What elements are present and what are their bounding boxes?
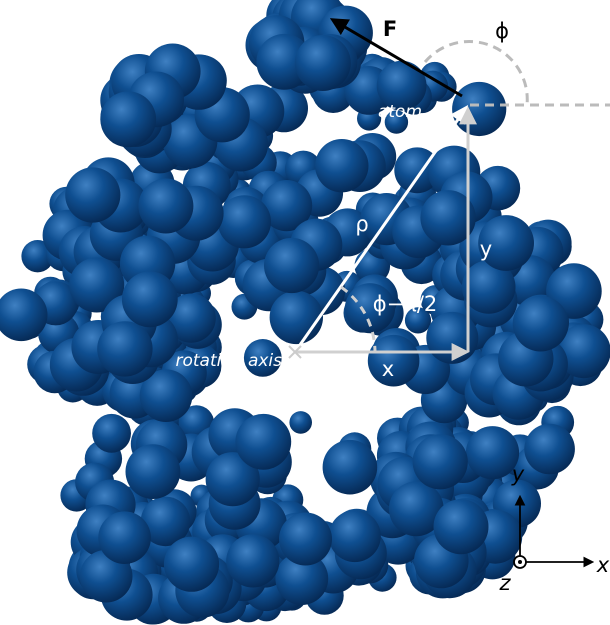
atom-sphere bbox=[367, 334, 420, 387]
rotation-axis-label: rotation axis bbox=[176, 351, 283, 371]
atom-sphere bbox=[556, 324, 610, 379]
atom-sphere bbox=[384, 110, 409, 134]
triad-z-label: z bbox=[498, 571, 511, 595]
atom-sphere bbox=[97, 321, 153, 377]
atom-sphere bbox=[275, 552, 329, 605]
rho-arrow bbox=[293, 105, 469, 353]
atom-sphere bbox=[166, 293, 216, 343]
atom-sphere bbox=[269, 290, 323, 345]
triad-x-label: x bbox=[596, 553, 610, 577]
atom-sphere bbox=[294, 35, 351, 91]
atom-sphere bbox=[217, 195, 271, 249]
atom-sphere bbox=[69, 257, 125, 313]
atom-sphere bbox=[512, 295, 569, 352]
angle-label: ϕ−π/2 bbox=[373, 292, 438, 316]
phi-arc bbox=[423, 39, 529, 106]
atom-sphere bbox=[226, 534, 280, 588]
atom-sphere bbox=[420, 190, 476, 246]
atom-sphere bbox=[461, 260, 516, 314]
atom-sphere bbox=[328, 510, 381, 563]
axis-triad: y x z bbox=[498, 462, 609, 595]
atom-sphere bbox=[322, 439, 378, 495]
atom-sphere bbox=[243, 339, 282, 377]
atom-sphere bbox=[388, 481, 444, 537]
atom-sphere bbox=[279, 512, 332, 566]
annotations: F ϕ atom ρ y ϕ−π/2 rotation axis x bbox=[176, 17, 610, 381]
atom-sphere bbox=[344, 283, 396, 334]
atom-sphere bbox=[205, 452, 260, 507]
triad-y-label: y bbox=[511, 462, 525, 486]
atom-sphere bbox=[139, 369, 193, 423]
force-label: F bbox=[383, 17, 397, 41]
atom-sphere bbox=[125, 444, 181, 499]
axis-mark bbox=[288, 345, 302, 359]
atom-label: atom bbox=[378, 102, 422, 122]
atom-sphere bbox=[524, 423, 575, 475]
atom-sphere bbox=[412, 434, 468, 490]
atom-sphere bbox=[433, 499, 489, 555]
rho-label: ρ bbox=[355, 212, 368, 236]
atom-sphere bbox=[404, 307, 432, 334]
atom-sphere bbox=[315, 139, 369, 193]
x-component-label: x bbox=[382, 357, 394, 381]
atom-sphere bbox=[426, 311, 479, 364]
atom-sphere bbox=[140, 496, 191, 547]
atom-sphere bbox=[478, 215, 534, 271]
atom-sphere bbox=[0, 288, 48, 342]
atom-sphere bbox=[65, 167, 121, 223]
atom-sphere bbox=[235, 413, 292, 470]
atom-sphere bbox=[264, 237, 320, 294]
atom-sphere bbox=[138, 178, 194, 234]
atom-sphere bbox=[163, 536, 220, 592]
atom-sphere bbox=[261, 180, 313, 232]
force-arrow bbox=[329, 18, 463, 98]
triad-z-dot bbox=[518, 560, 522, 564]
atom-sphere bbox=[452, 81, 507, 137]
atom-sphere bbox=[376, 60, 427, 111]
atom-sphere bbox=[100, 91, 157, 148]
atom-sphere bbox=[121, 271, 178, 328]
atom-sphere bbox=[92, 413, 131, 453]
atom-sphere bbox=[465, 426, 520, 480]
atom-sphere bbox=[98, 511, 151, 564]
atom-sphere bbox=[289, 411, 313, 434]
y-component-label: y bbox=[480, 237, 492, 261]
atom-sphere bbox=[21, 240, 54, 273]
phi-label: ϕ bbox=[495, 19, 509, 43]
